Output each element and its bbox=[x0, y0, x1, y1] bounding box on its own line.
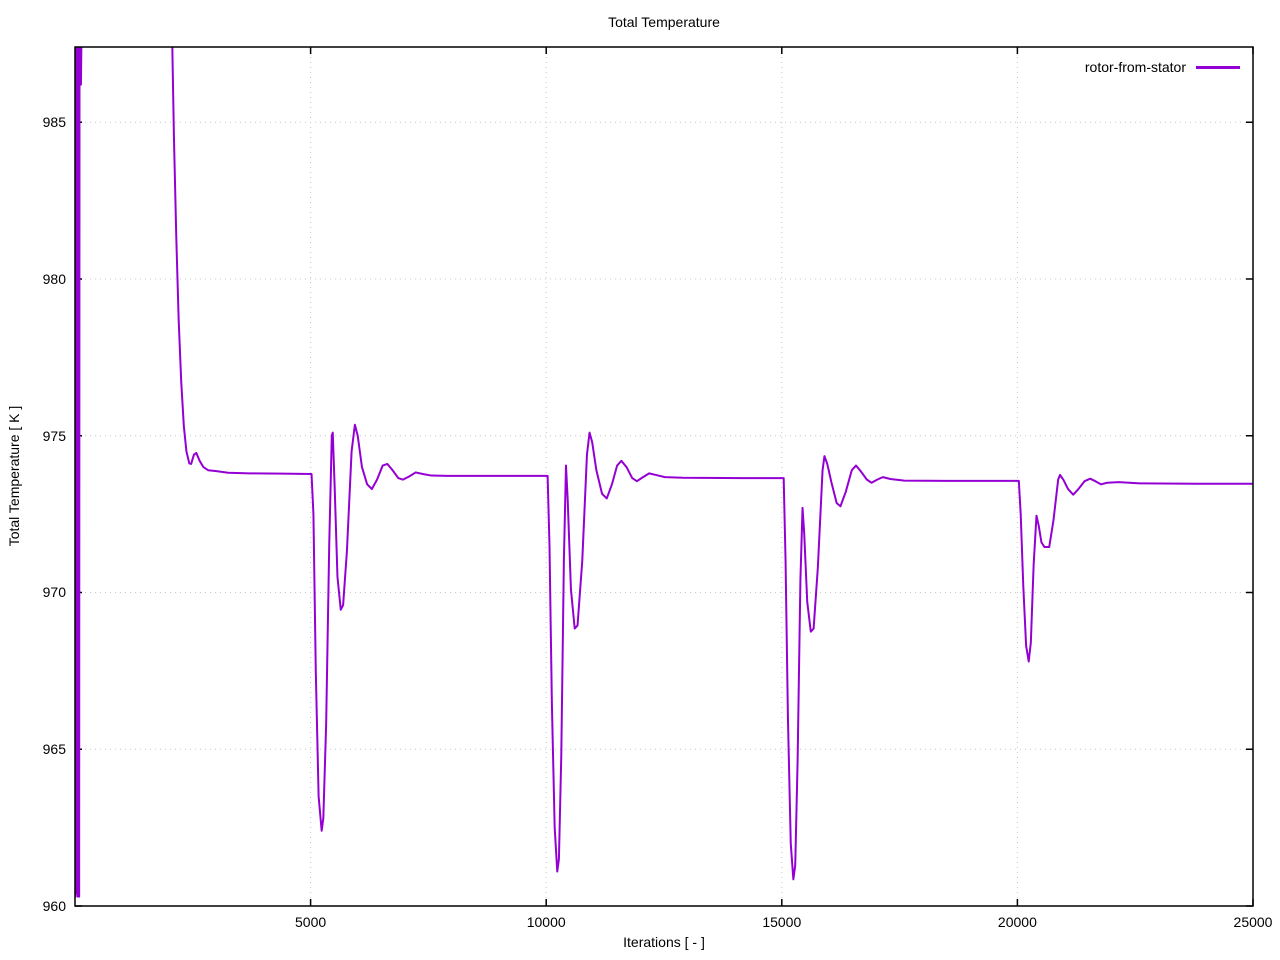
y-tick-label: 960 bbox=[42, 898, 66, 914]
legend: rotor-from-stator bbox=[1085, 59, 1240, 75]
x-tick-label: 20000 bbox=[997, 914, 1037, 930]
y-tick-label: 975 bbox=[42, 427, 66, 444]
x-tick-label: 15000 bbox=[762, 914, 802, 930]
legend-line-sample bbox=[1196, 65, 1240, 69]
legend-label: rotor-from-stator bbox=[1084, 59, 1186, 75]
x-tick-label: 25000 bbox=[1233, 914, 1273, 930]
series-line-rotor-from-stator bbox=[75, 47, 1253, 898]
x-tick-label: 10000 bbox=[526, 914, 566, 930]
chart-title: Total Temperature bbox=[608, 14, 720, 30]
y-tick-label: 970 bbox=[42, 584, 66, 601]
plot-border bbox=[74, 46, 1254, 907]
x-axis-label: Iterations [ - ] bbox=[623, 934, 705, 950]
y-tick-label: 965 bbox=[42, 741, 66, 758]
y-tick-label: 980 bbox=[42, 270, 66, 287]
y-tick-label: 985 bbox=[42, 114, 66, 131]
x-tick-label: 5000 bbox=[295, 914, 327, 930]
